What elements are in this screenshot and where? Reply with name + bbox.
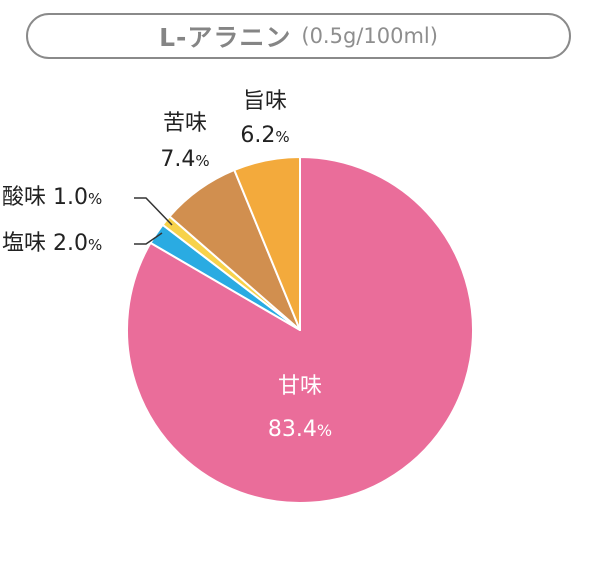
pie-slice-5 [233,156,301,331]
chart-subtitle: (0.5g/100ml) [301,24,438,48]
slice-label-value: 6.2% [240,123,289,148]
leader-line [134,197,173,226]
slice-label-value: 7.4% [160,147,209,172]
chart-title: L-アラニン [159,23,292,52]
chart-title-pill: L-アラニン (0.5g/100ml) [26,13,571,59]
slice-label-value: 83.4% [268,417,332,442]
slice-label-name: 苦味 [163,111,207,136]
slice-label: 酸味 1.0% [2,185,102,210]
slice-label-name: 甘味 [278,374,322,399]
slice-label-name: 旨味 [243,89,287,114]
slice-label: 塩味 2.0% [2,231,102,256]
leader-line [134,232,163,245]
